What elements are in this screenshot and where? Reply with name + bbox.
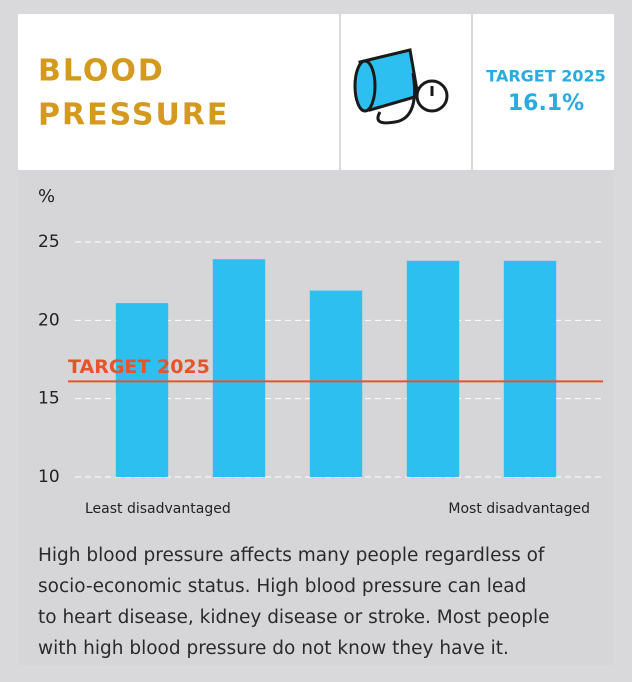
bar: [503, 260, 557, 477]
title-line: PRESSURE: [38, 98, 229, 133]
description-line: High blood pressure affects many people …: [38, 545, 545, 566]
y-tick-label: 20: [38, 310, 60, 330]
cuff-icon: [353, 48, 449, 125]
description-line: with high blood pressure do not know the…: [38, 638, 509, 659]
x-tick-label: Most disadvantaged: [448, 501, 590, 517]
y-tick-label: 10: [38, 467, 60, 487]
bar: [309, 290, 363, 477]
target-label: TARGET 2025: [486, 67, 605, 86]
header-panel: [18, 14, 614, 170]
title-line: BLOOD: [38, 54, 165, 89]
target-value: 16.1%: [508, 91, 584, 116]
y-tick-label: 15: [38, 389, 60, 409]
y-axis-label: %: [38, 186, 55, 207]
bar: [406, 260, 460, 477]
target-line-label: TARGET 2025: [68, 356, 210, 378]
x-tick-label: Least disadvantaged: [85, 501, 231, 517]
y-tick-label: 25: [38, 232, 60, 252]
bar: [115, 303, 169, 477]
description-line: socio-economic status. High blood pressu…: [38, 576, 526, 597]
description-line: to heart disease, kidney disease or stro…: [38, 607, 550, 628]
bar: [212, 259, 266, 477]
